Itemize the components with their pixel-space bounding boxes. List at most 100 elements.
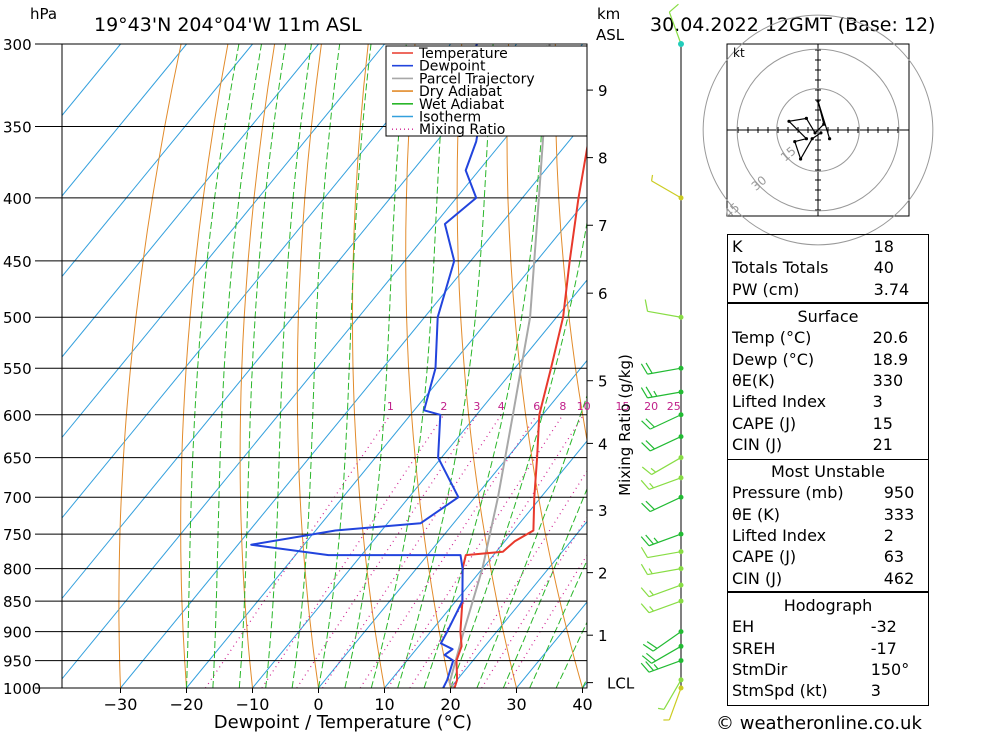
- hpa-unit-label: hPa: [30, 5, 57, 23]
- hodograph-ring: [776, 88, 860, 172]
- dry-adiabat-line: [118, 44, 182, 688]
- temp-tick-label: −20: [170, 695, 204, 714]
- wind-barb: [641, 412, 684, 430]
- plot-frame: [61, 43, 588, 689]
- hodograph-point: [822, 122, 826, 126]
- legend-label: Mixing Ratio: [419, 122, 505, 138]
- surface-indices-table: Surface Temp (°C) 20.6 Dewp (°C) 18.9 θE(K) 3…: [728, 306, 928, 455]
- wet-adiabat-line: [397, 44, 494, 688]
- isotherm-line: [62, 44, 319, 358]
- temp-tick-label: 0: [313, 695, 323, 714]
- temperature-line: [453, 143, 587, 688]
- dry-adiabat-line: [239, 44, 276, 688]
- legend-box: [385, 45, 588, 137]
- profile-lines: [250, 44, 587, 688]
- index-label: Totals Totals: [732, 258, 829, 278]
- km-tick-label: 6: [598, 285, 608, 303]
- legend-label: Dewpoint: [419, 59, 486, 75]
- pressure-tick-label: 650: [3, 450, 32, 468]
- pressure-tick-label: 750: [3, 526, 32, 544]
- wet-adiabat-line: [502, 487, 587, 688]
- temp-tick-label: −10: [236, 695, 270, 714]
- wind-barb: [644, 299, 684, 320]
- wind-barb: [663, 685, 684, 721]
- wet-adiabat-line: [238, 44, 287, 688]
- hodograph-indices-box: Hodograph EH -32 SREH -17 StmDir 150° StmSpd (…: [727, 592, 929, 706]
- index-row: Lifted Index 2: [728, 525, 928, 546]
- index-value: -32: [870, 617, 897, 637]
- index-row: Temp (°C) 20.6: [728, 327, 928, 348]
- index-value: -17: [870, 638, 897, 658]
- hodograph-unit-label: kt: [733, 46, 745, 60]
- index-label: Pressure (mb): [732, 483, 844, 503]
- mixing-ratio-label: 20: [644, 400, 658, 413]
- index-label: CIN (J): [732, 434, 783, 454]
- index-value: 150°: [870, 660, 910, 680]
- temp-tick-label: 10: [374, 695, 394, 714]
- isotherm-line: [62, 44, 187, 197]
- isotherm-line: [186, 198, 587, 688]
- pressure-tick-label: 1000: [3, 680, 41, 698]
- pressure-tick-label: 900: [3, 624, 32, 642]
- wind-barbs: [640, 3, 684, 721]
- index-row: Dewp (°C) 18.9: [728, 349, 928, 370]
- wind-barb: [642, 629, 684, 652]
- index-row: EH -32: [728, 616, 928, 637]
- km-tick-label: 7: [598, 217, 608, 235]
- pressure-tick-label: 850: [3, 593, 32, 611]
- index-row: CAPE (J) 63: [728, 546, 928, 567]
- index-row: K 18: [728, 236, 928, 257]
- km-tick-label: LCL: [607, 675, 635, 693]
- index-label: Lifted Index: [732, 392, 827, 412]
- index-label: θE (K): [732, 504, 780, 524]
- hodograph-ring: [702, 14, 934, 246]
- wind-barb: [641, 434, 684, 452]
- index-label: Lifted Index: [732, 526, 827, 546]
- index-label: CAPE (J): [732, 547, 797, 567]
- km-tick-label: 3: [598, 502, 608, 520]
- hodograph-point: [793, 140, 797, 144]
- index-label: StmSpd (kt): [732, 681, 828, 701]
- index-value: 40: [873, 258, 894, 278]
- hodograph-indices-title: Hodograph: [783, 596, 873, 616]
- wind-barb: [640, 598, 684, 614]
- dewpoint-line: [250, 44, 483, 688]
- mixing-ratio-label: 3: [473, 400, 480, 413]
- index-row: θE (K) 333: [728, 504, 928, 525]
- wet-adiabat-line: [291, 44, 341, 688]
- km-tick-label: 2: [598, 565, 608, 583]
- wind-barb: [640, 563, 684, 576]
- index-value: 20.6: [872, 328, 909, 348]
- general-indices-table: K 18 Totals Totals 40 PW (cm) 3.74: [728, 236, 928, 300]
- dry-adiabat-line: [180, 44, 229, 688]
- index-label: EH: [732, 617, 755, 637]
- hodograph-point: [804, 137, 809, 141]
- wind-barb: [640, 362, 684, 375]
- index-label: K: [732, 237, 743, 257]
- mixing-ratio-label: 10: [577, 400, 591, 413]
- wind-barb: [641, 455, 684, 476]
- index-label: SREH: [732, 638, 776, 658]
- pressure-tick-label: 950: [3, 653, 32, 671]
- wet-adiabat-line: [212, 44, 262, 688]
- pressure-tick-label: 700: [3, 489, 32, 507]
- dry-adiabat-line: [930, 44, 1000, 714]
- index-label: Dewp (°C): [732, 349, 815, 369]
- index-value: 3.74: [873, 279, 910, 299]
- mixing-ratio-label: 4: [498, 400, 505, 413]
- wet-adiabat-line: [318, 44, 372, 688]
- mixing-ratio-labels: 1 2 3 4 6 8 10 15 20 25: [387, 400, 681, 413]
- wind-barb: [640, 386, 684, 399]
- isotherm-line: [120, 118, 587, 688]
- mixing-ratio-label: 15: [616, 400, 630, 413]
- temp-tick-label: −30: [104, 695, 138, 714]
- credit-text: © weatheronline.co.uk: [716, 713, 922, 733]
- surface-title: Surface: [797, 307, 859, 327]
- legend-label: Parcel Trajectory: [419, 71, 535, 87]
- mixing-ratio-label: 8: [559, 400, 566, 413]
- wind-barb: [640, 546, 684, 559]
- most-unstable-title: Most Unstable: [771, 462, 885, 482]
